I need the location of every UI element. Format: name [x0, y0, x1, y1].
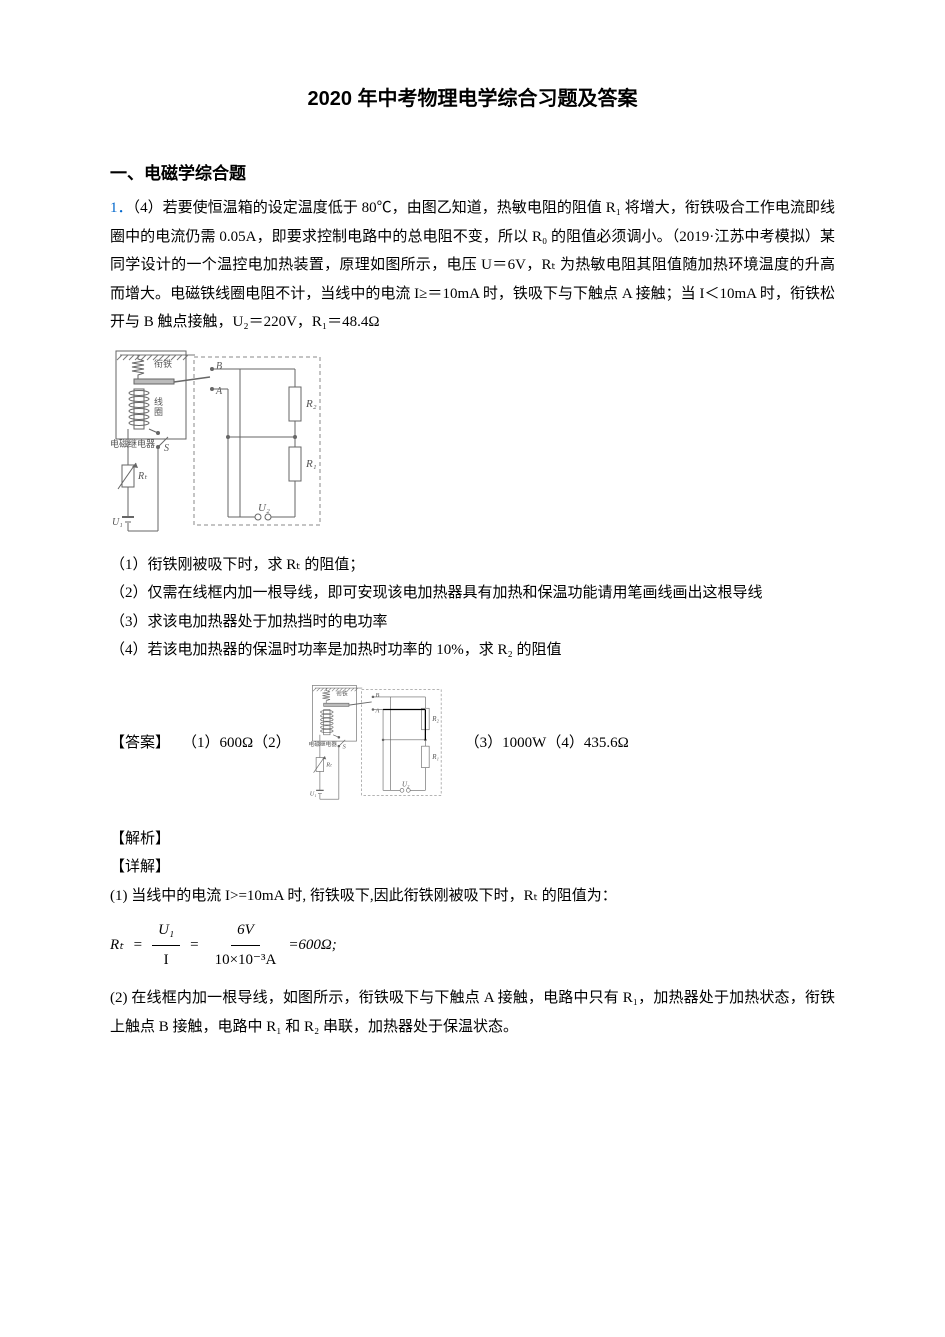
frac1-num: U₁	[152, 916, 180, 946]
detail-1-text: (1) 当线中的电流 I>=10mA 时, 衔铁吸下,因此衔铁刚被吸下时，Rₜ …	[110, 882, 835, 911]
svg-text:线: 线	[154, 396, 163, 407]
frac2-den: 10×10⁻³A	[209, 946, 283, 975]
equals-2: =	[186, 931, 202, 960]
fraction-2: 6V 10×10⁻³A	[209, 916, 283, 974]
formula-lhs: Rₜ	[110, 931, 124, 960]
document-title: 2020 年中考物理电学综合习题及答案	[110, 80, 835, 118]
svg-text:Rₜ: Rₜ	[137, 471, 148, 482]
answer-part-1-2: （1）600Ω（2）	[182, 729, 291, 758]
frac1-den: I	[158, 946, 175, 975]
svg-text:衔铁: 衔铁	[336, 689, 348, 697]
answer-part-3-4: （3）1000W（4）435.6Ω	[465, 729, 629, 758]
intro-text: （4）若要使恒温箱的设定温度低于 80℃，由图乙知道，热敏电阻的阻值 R₁ 将增…	[110, 200, 835, 330]
equals-1: =	[130, 931, 146, 960]
svg-text:U₂: U₂	[402, 780, 410, 788]
svg-text:S: S	[342, 743, 346, 750]
answer-label: 【答案】	[110, 729, 170, 758]
sub-question-4: （4）若该电加热器的保温时功率是加热时功率的 10%，求 R₂ 的阻值	[110, 636, 835, 665]
sub-question-2: （2）仅需在线框内加一根导线，即可安现该电加热器具有加热和保温功能请用笔画线画出…	[110, 579, 835, 608]
circuit-diagram-2-small: 衔铁 B A 电磁继电器 Rₜ U₁	[303, 683, 453, 803]
section-heading: 一、电磁学综合题	[110, 158, 835, 190]
formula-result: =600Ω;	[288, 931, 336, 960]
fraction-1: U₁ I	[152, 916, 180, 974]
answer-row: 【答案】 （1）600Ω（2） 衔铁 B A	[110, 683, 835, 803]
sub-question-3: （3）求该电加热器处于加热挡时的电功率	[110, 608, 835, 637]
sub-question-1: （1）衔铁刚被吸下时，求 Rₜ 的阻值；	[110, 551, 835, 580]
svg-text:A: A	[374, 707, 379, 714]
svg-text:U₁: U₁	[112, 517, 123, 528]
svg-text:R₁: R₁	[305, 458, 317, 470]
svg-text:Rₜ: Rₜ	[325, 761, 332, 768]
svg-text:B: B	[375, 692, 379, 699]
question-number: 1．	[110, 200, 133, 216]
detail-2-text: (2) 在线框内加一根导线，如图所示，衔铁吸下与下触点 A 接触，电路中只有 R…	[110, 984, 835, 1041]
circuit-diagram-1: 衔铁 B A 线 圈 电磁继电器 Rₜ U₁	[110, 347, 835, 537]
svg-text:衔铁: 衔铁	[154, 358, 172, 369]
svg-text:R₂: R₂	[305, 398, 317, 410]
svg-text:S: S	[164, 443, 169, 454]
analysis-label: 【解析】	[110, 825, 835, 854]
detail-label: 【详解】	[110, 853, 835, 882]
svg-text:A: A	[215, 386, 223, 397]
svg-text:R₂: R₂	[431, 715, 439, 723]
formula-rt: Rₜ = U₁ I = 6V 10×10⁻³A =600Ω;	[110, 916, 835, 974]
question-body: 1．（4）若要使恒温箱的设定温度低于 80℃，由图乙知道，热敏电阻的阻值 R₁ …	[110, 194, 835, 337]
svg-text:R₁: R₁	[431, 753, 439, 761]
frac2-num: 6V	[231, 916, 260, 946]
svg-text:B: B	[216, 361, 222, 372]
svg-text:圈: 圈	[154, 407, 163, 417]
svg-text:U₁: U₁	[309, 790, 316, 797]
svg-text:U₂: U₂	[258, 502, 270, 514]
svg-text:电磁继电器: 电磁继电器	[110, 438, 155, 449]
